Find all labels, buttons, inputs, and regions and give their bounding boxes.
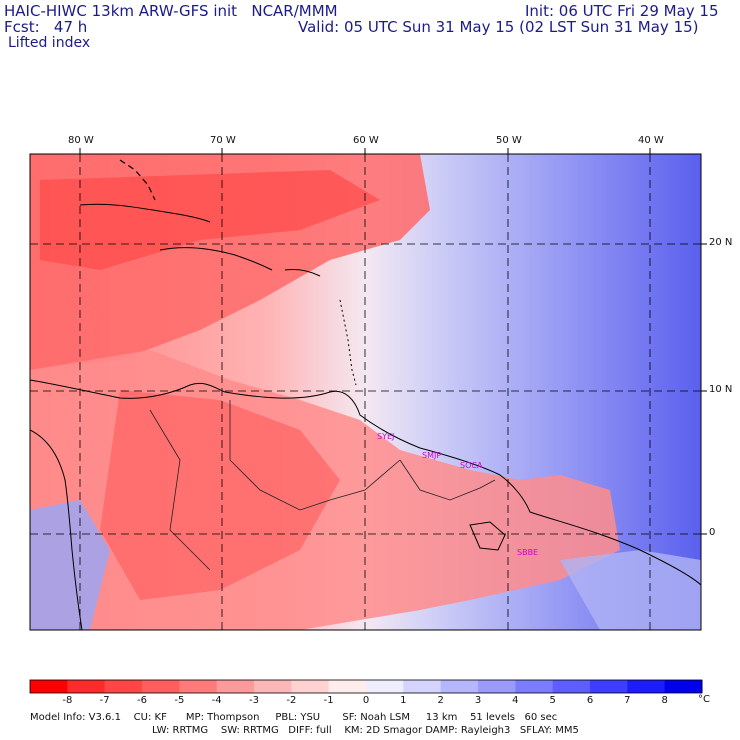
pacific-coastline bbox=[30, 429, 83, 630]
lon-label-60w: 60 W bbox=[353, 135, 379, 146]
pacific-stable-zone bbox=[30, 500, 110, 630]
colorbar-tick-label: -6 bbox=[137, 695, 147, 706]
colorbar-frame bbox=[29, 679, 703, 694]
hispaniola-coastline bbox=[159, 247, 273, 271]
cuba-coastline bbox=[79, 203, 211, 223]
colorbar-swatch bbox=[328, 680, 367, 693]
model-info-line1: Model Info: V3.6.1 CU: KF MP: Thompson P… bbox=[30, 712, 558, 723]
header-forecast-hour: Fcst: 47 h bbox=[4, 18, 88, 36]
brazil-stable-zone bbox=[560, 550, 701, 630]
colorbar bbox=[29, 679, 703, 694]
colorbar-tick-label: 2 bbox=[437, 695, 444, 706]
station-sbbe: SBBE bbox=[517, 548, 539, 557]
header-init-time: Init: 06 UTC Fri 29 May 15 bbox=[525, 2, 719, 20]
colorbar-swatch bbox=[366, 680, 404, 693]
colorbar-tick-label: 4 bbox=[512, 695, 519, 706]
colorbar-tick-label: 6 bbox=[586, 695, 594, 706]
greater-antilles-strong-zone bbox=[40, 170, 380, 270]
colorbar-swatch bbox=[254, 680, 292, 693]
lat-label-10n: 10 N bbox=[709, 384, 733, 395]
lat-label-20n: 20 N bbox=[709, 237, 733, 248]
colorbar-tick-label: 8 bbox=[661, 695, 668, 706]
lat-label-0: 0 bbox=[709, 527, 716, 538]
puerto-rico-coastline bbox=[284, 269, 321, 277]
lifted-index-map bbox=[29, 148, 707, 631]
colorbar-swatch bbox=[104, 680, 143, 693]
lon-label-80w: 80 W bbox=[68, 135, 94, 146]
colorbar-swatch bbox=[142, 680, 180, 693]
field-name: Lifted index bbox=[8, 35, 91, 51]
lon-label-70w: 70 W bbox=[210, 135, 236, 146]
colorbar-tick-label: 7 bbox=[624, 695, 631, 706]
amazon-mouth-outline bbox=[469, 521, 506, 551]
colorbar-swatch bbox=[291, 680, 330, 693]
colorbar-unit: °C bbox=[698, 694, 710, 705]
colorbar-tick-label: -7 bbox=[99, 695, 110, 706]
lon-ticks bbox=[79, 148, 707, 535]
graticule bbox=[30, 154, 701, 630]
colorbar-tick-label: -4 bbox=[211, 695, 222, 706]
colorbar-swatch bbox=[179, 680, 218, 693]
station-syej: SYEJ bbox=[377, 432, 395, 441]
model-info-line2: LW: RRTMG SW: RRTMG DIFF: full KM: 2D Sm… bbox=[152, 725, 579, 736]
station-smjp: SMJP bbox=[422, 451, 442, 460]
lon-label-50w: 50 W bbox=[496, 135, 522, 146]
colorbar-swatch bbox=[627, 680, 666, 693]
colorbar-swatch bbox=[515, 680, 554, 693]
header-title: HAIC-HIWC 13km ARW-GFS init NCAR/MMM bbox=[4, 2, 338, 20]
south-america-coastline bbox=[30, 379, 701, 586]
colorbar-tick-label: 0 bbox=[362, 695, 370, 706]
lon-label-40w: 40 W bbox=[638, 135, 664, 146]
colorbar-tick-label: -3 bbox=[249, 695, 259, 706]
colorbar-swatch bbox=[552, 680, 591, 693]
station-soca: SOCA bbox=[460, 461, 483, 470]
colorbar-tick-label: 5 bbox=[549, 695, 556, 706]
header-valid-time: Valid: 05 UTC Sun 31 May 15 (02 LST Sun … bbox=[298, 18, 699, 36]
colorbar-swatch bbox=[664, 680, 703, 693]
colombia-venezuela-strong-zone bbox=[100, 390, 340, 600]
colorbar-swatch bbox=[590, 680, 628, 693]
colorbar-swatch bbox=[403, 680, 442, 693]
colorbar-swatch bbox=[440, 680, 479, 693]
colorbar-tick-label: -2 bbox=[286, 695, 297, 706]
colorbar-tick-label: 1 bbox=[400, 695, 407, 706]
lesser-antilles-chain bbox=[339, 299, 357, 386]
colorbar-tick-label: -1 bbox=[323, 695, 334, 706]
colorbar-tick-label: -5 bbox=[174, 695, 185, 706]
country-borders bbox=[149, 400, 496, 571]
colorbar-tick-label: -8 bbox=[62, 695, 73, 706]
colorbar-swatch bbox=[216, 680, 255, 693]
colorbar-swatch bbox=[67, 680, 106, 693]
colorbar-swatch bbox=[478, 680, 516, 693]
colorbar-tick-label: 3 bbox=[474, 695, 482, 706]
colorbar-swatch bbox=[30, 680, 68, 693]
